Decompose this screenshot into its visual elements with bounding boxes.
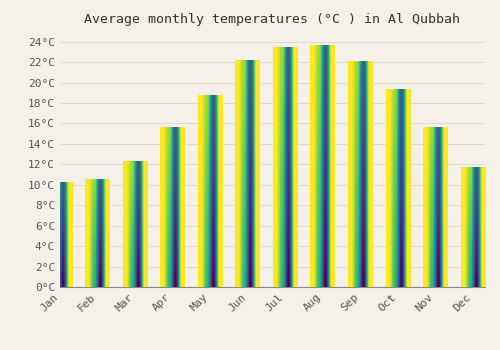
Title: Average monthly temperatures (°C ) in Al Qubbah: Average monthly temperatures (°C ) in Al… — [84, 13, 460, 26]
Bar — [460, 167, 485, 287]
Bar — [123, 161, 148, 287]
Bar — [273, 48, 297, 287]
Bar — [236, 60, 260, 287]
Bar — [348, 61, 372, 287]
Bar — [198, 96, 222, 287]
Bar — [423, 127, 448, 287]
Bar — [310, 46, 335, 287]
Bar — [386, 90, 410, 287]
Bar — [48, 183, 72, 287]
Bar — [160, 127, 185, 287]
Bar — [86, 180, 110, 287]
